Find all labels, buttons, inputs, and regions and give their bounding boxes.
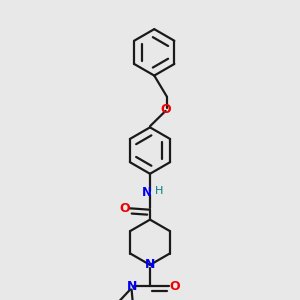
Text: O: O	[119, 202, 130, 215]
Text: N: N	[126, 280, 137, 292]
Text: N: N	[145, 258, 155, 272]
Text: N: N	[142, 186, 152, 199]
Text: O: O	[160, 103, 171, 116]
Text: H: H	[155, 186, 164, 196]
Text: O: O	[169, 280, 180, 292]
